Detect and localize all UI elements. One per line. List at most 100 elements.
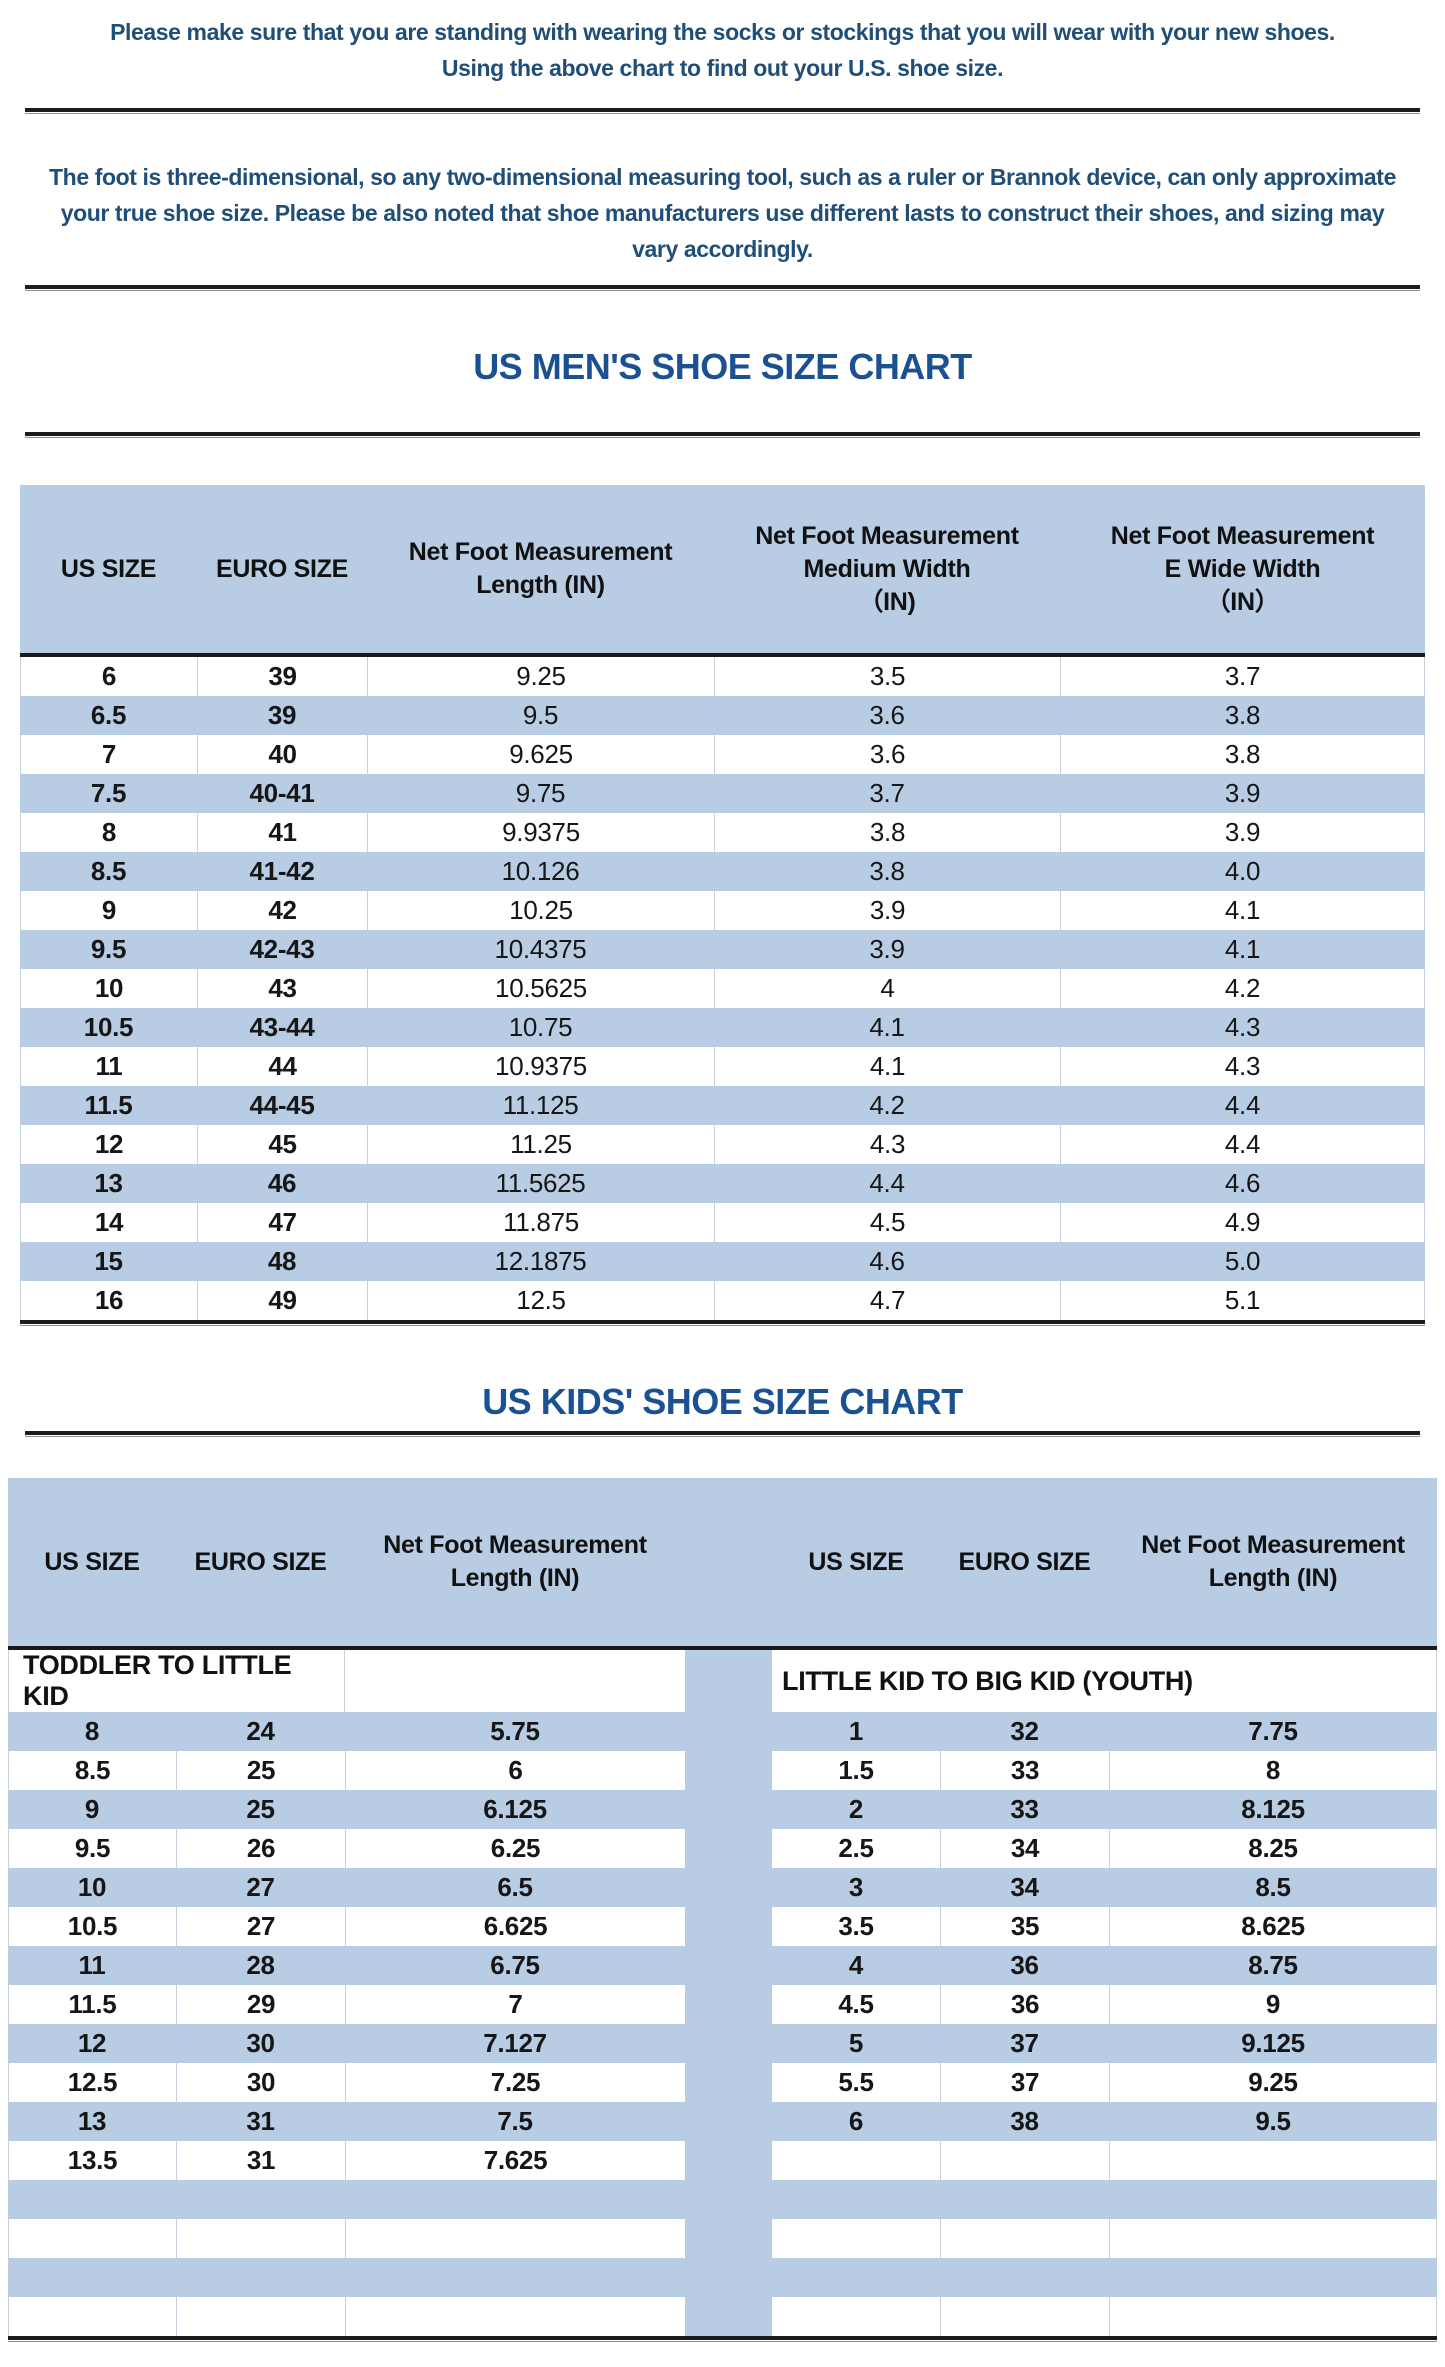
- table-cell: [1109, 2180, 1437, 2219]
- table-cell: 24: [176, 1712, 345, 1751]
- table-cell: 8.5: [8, 1751, 176, 1790]
- table-cell: 28: [176, 1946, 345, 1985]
- table-cell: 37: [940, 2063, 1109, 2102]
- table-cell: 6.5: [345, 1868, 685, 1907]
- table-cell: 29: [176, 1985, 345, 2024]
- table-cell: 25: [176, 1790, 345, 1829]
- kids-table-body: TODDLER TO LITTLE KID LITTLE KID TO BIG …: [8, 1650, 1437, 2336]
- kids-table-row: 8 24 5.75 1 32 7.75: [8, 1712, 1437, 1751]
- table-cell: 5.0: [1060, 1242, 1425, 1281]
- kids-table-row: 11.5 29 7 4.5 36 9: [8, 1985, 1437, 2024]
- table-cell: 39: [197, 696, 367, 735]
- table-cell: 8.625: [1109, 1907, 1437, 1946]
- table-cell: 3.8: [1060, 696, 1425, 735]
- table-cell: 10.126: [367, 852, 714, 891]
- table-cell: 30: [176, 2024, 345, 2063]
- table-cell: 9: [1109, 1985, 1437, 2024]
- table-cell: [685, 1907, 772, 1946]
- horizontal-divider: [25, 432, 1420, 439]
- table-cell: 5.5: [838, 2067, 874, 2097]
- mens-table-row: 6.5 39 9.5 3.6 3.8: [20, 696, 1425, 735]
- table-cell: 4.5: [838, 1989, 874, 2019]
- table-cell: 11.5: [8, 1985, 176, 2024]
- kids-table-row: 11 28 6.75 4 36 8.75: [8, 1946, 1437, 1985]
- kids-table-row: 13.5 31 7.625: [8, 2141, 1437, 2180]
- table-cell: 7.5: [20, 774, 197, 813]
- table-cell: [685, 2297, 772, 2336]
- kids-table-row: 9 25 6.125 2 33 8.125: [8, 1790, 1437, 1829]
- table-cell: 4.4: [714, 1164, 1060, 1203]
- horizontal-divider: [25, 108, 1420, 115]
- table-cell: 3.9: [1060, 813, 1425, 852]
- table-cell: 11.5: [20, 1086, 197, 1125]
- table-cell: 10: [20, 969, 197, 1008]
- table-cell: [685, 2258, 772, 2297]
- kids-table-row: 12 30 7.127 5 37 9.125: [8, 2024, 1437, 2063]
- kids-header-row: US SIZE EURO SIZE Net Foot Measurement L…: [8, 1478, 1437, 1650]
- table-cell: 35: [940, 1907, 1109, 1946]
- table-cell: [345, 2219, 685, 2258]
- table-cell: 10.5: [8, 1907, 176, 1946]
- table-cell: [685, 1946, 772, 1985]
- mens-table-row: 9.5 42-43 10.4375 3.9 4.1: [20, 930, 1425, 969]
- table-cell: [685, 1829, 772, 1868]
- table-cell: [685, 2024, 772, 2063]
- table-cell: 7: [20, 735, 197, 774]
- table-cell: 41-42: [197, 852, 367, 891]
- table-cell: 6: [20, 657, 197, 696]
- table-cell: [685, 2102, 772, 2141]
- table-cell: 8: [20, 813, 197, 852]
- table-cell: 7.25: [345, 2063, 685, 2102]
- table-cell: 3.8: [714, 852, 1060, 891]
- table-cell: 27: [176, 1868, 345, 1907]
- table-cell: [940, 2141, 1109, 2180]
- table-cell: 4.6: [1060, 1164, 1425, 1203]
- table-cell: 4.4: [1060, 1086, 1425, 1125]
- table-cell: 11.125: [367, 1086, 714, 1125]
- table-cell: 6: [345, 1751, 685, 1790]
- mens-table-row: 9 42 10.25 3.9 4.1: [20, 891, 1425, 930]
- table-cell: [685, 1712, 772, 1751]
- kids-table-row: 8.5 25 6 1.5 33 8: [8, 1751, 1437, 1790]
- table-cell: [940, 2297, 1109, 2336]
- table-cell: [8, 2258, 176, 2297]
- mens-table-row: 11 44 10.9375 4.1 4.3: [20, 1047, 1425, 1086]
- table-cell: 5.1: [1060, 1281, 1425, 1320]
- table-cell: 1: [772, 1712, 940, 1751]
- table-cell: 42: [197, 891, 367, 930]
- table-cell: 9.625: [367, 735, 714, 774]
- table-cell: 38: [940, 2102, 1109, 2141]
- kids-table-row: [8, 2219, 1437, 2258]
- table-cell: [1109, 2258, 1437, 2297]
- table-cell: 10.9375: [367, 1047, 714, 1086]
- page: Please make sure that you are standing w…: [0, 14, 1445, 2343]
- intro-paragraph-1: Please make sure that you are standing w…: [110, 19, 1335, 81]
- kids-header-length-left: Net Foot Measurement Length (IN): [345, 1478, 685, 1650]
- table-cell: 41: [197, 813, 367, 852]
- table-cell: [940, 2180, 1109, 2219]
- mens-table-row: 15 48 12.1875 4.6 5.0: [20, 1242, 1425, 1281]
- kids-header-length-right: Net Foot Measurement Length (IN): [1109, 1478, 1437, 1650]
- table-cell: 48: [197, 1242, 367, 1281]
- table-cell: 9.9375: [367, 813, 714, 852]
- table-cell: 49: [197, 1281, 367, 1320]
- table-cell: 4.1: [1060, 891, 1425, 930]
- table-cell: 36: [940, 1985, 1109, 2024]
- table-cell: 9.75: [367, 774, 714, 813]
- table-cell: 12.5: [367, 1281, 714, 1320]
- table-cell: [1109, 2297, 1437, 2336]
- table-cell: 10.5625: [367, 969, 714, 1008]
- table-cell: 12: [8, 2024, 176, 2063]
- table-cell: [772, 2180, 940, 2219]
- table-cell: 26: [176, 1829, 345, 1868]
- table-cell: 5.75: [345, 1712, 685, 1751]
- table-cell: 9.125: [1109, 2024, 1437, 2063]
- table-cell: 13.5: [8, 2141, 176, 2180]
- kids-header-euro-size-left: EURO SIZE: [176, 1478, 345, 1650]
- mens-header-e-wide-width: Net Foot Measurement E Wide Width （IN）: [1060, 485, 1425, 657]
- mens-header-medium-width: Net Foot Measurement Medium Width （IN): [714, 485, 1060, 657]
- intro-paragraph-2: The foot is three-dimensional, so any tw…: [49, 164, 1396, 262]
- mens-table-row: 7 40 9.625 3.6 3.8: [20, 735, 1425, 774]
- table-cell: [176, 2180, 345, 2219]
- mens-table-row: 14 47 11.875 4.5 4.9: [20, 1203, 1425, 1242]
